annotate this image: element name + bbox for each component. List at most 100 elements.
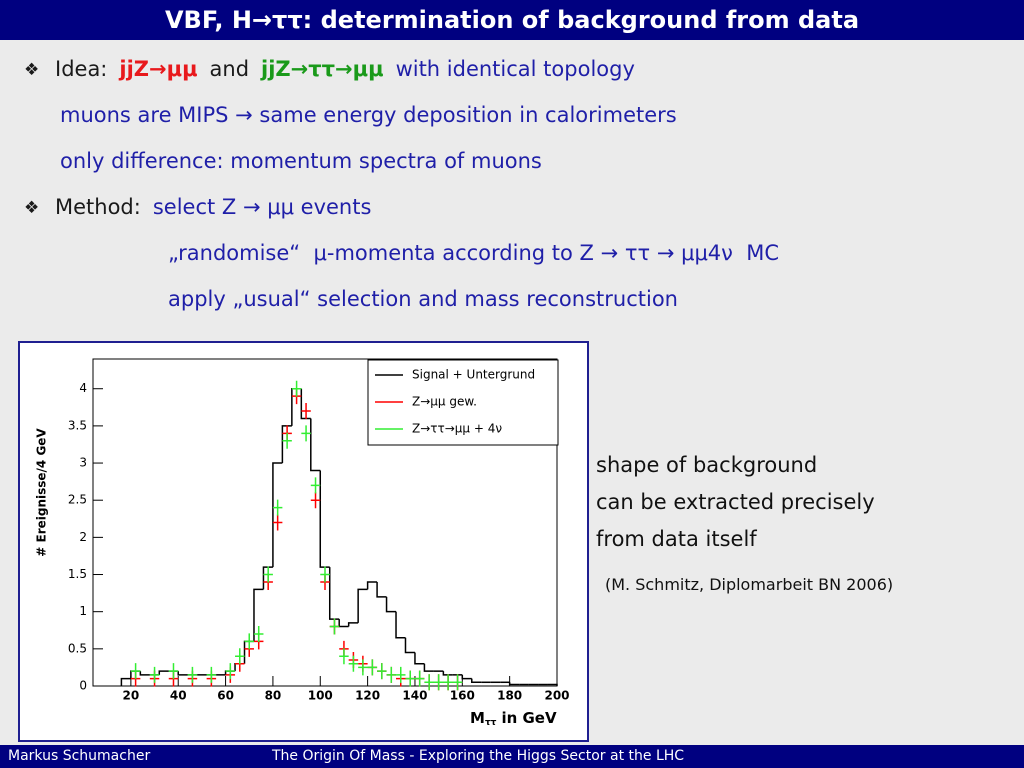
bullet-line: Method: select Z → μμ events xyxy=(55,195,371,219)
data-cross xyxy=(244,633,254,650)
footer: Markus Schumacher The Origin Of Mass - E… xyxy=(0,745,1024,768)
histogram-bin xyxy=(120,677,131,686)
x-tick-label: 80 xyxy=(265,689,282,703)
bullet-text: jjZ→ττ→μμ xyxy=(261,57,384,81)
data-cross xyxy=(443,674,453,691)
histogram-bin xyxy=(319,470,330,568)
data-cross xyxy=(272,514,283,531)
histogram-bin xyxy=(395,611,406,639)
x-tick-label: 140 xyxy=(402,689,427,703)
bullet-text: Method: xyxy=(55,195,141,219)
x-tick-label: 100 xyxy=(308,689,333,703)
data-cross xyxy=(225,663,236,680)
y-tick-label: 4 xyxy=(79,381,87,395)
histogram-bin xyxy=(366,581,378,590)
citation: (M. Schmitz, Diplomarbeit BN 2006) xyxy=(605,575,894,594)
x-tick-label: 120 xyxy=(355,689,380,703)
x-tick-label: 180 xyxy=(497,689,522,703)
data-cross xyxy=(310,477,321,494)
x-tick-label: 160 xyxy=(450,689,475,703)
bullet-text: with identical topology xyxy=(395,57,635,81)
histogram-bin xyxy=(508,682,520,686)
bullet-line: „randomise“ μ-momenta according to Z → τ… xyxy=(168,241,779,265)
y-tick-label: 3 xyxy=(79,456,87,470)
data-cross xyxy=(452,674,463,691)
chart: 0 0.5 1 1.5 2 2.5 3 3.5 4 20 40 60 80 100 120 140 160 180… xyxy=(18,341,589,742)
data-cross xyxy=(358,659,368,676)
x-axis-label-main: M xyxy=(470,709,485,727)
histogram-bin xyxy=(310,418,321,472)
data-cross xyxy=(301,425,311,442)
histogram-bin xyxy=(471,678,482,684)
data-cross xyxy=(386,666,397,683)
histogram-bin xyxy=(461,674,472,680)
data-cross xyxy=(339,648,349,665)
bullet-text: Idea: xyxy=(55,57,108,81)
data-cross xyxy=(405,670,415,687)
bullet-text: apply „usual“ selection and mass reconst… xyxy=(168,287,678,311)
histogram-bin xyxy=(442,671,453,676)
bullet-text: and xyxy=(209,57,250,81)
bullet-text: „randomise“ μ-momenta according to Z → τ… xyxy=(168,241,780,265)
data-cross xyxy=(235,648,245,665)
bullet-line: muons are MIPS → same energy deposition … xyxy=(60,103,677,127)
x-tick-label: 40 xyxy=(170,689,187,703)
x-axis-label-unit: in GeV xyxy=(501,709,557,727)
histogram-bin xyxy=(139,671,150,676)
bullet-marker: ❖ xyxy=(24,198,40,218)
histogram-bin xyxy=(328,567,340,620)
x-axis-label: Mττ in GeV xyxy=(470,709,557,728)
histogram-bin xyxy=(177,671,188,676)
x-tick-label: 200 xyxy=(544,689,569,703)
histogram-bin xyxy=(357,588,368,623)
data-cross xyxy=(320,566,330,583)
footer-author: Markus Schumacher xyxy=(8,748,151,764)
y-tick-label: 2.5 xyxy=(68,493,87,507)
histogram-bin xyxy=(281,425,292,464)
data-cross xyxy=(433,674,444,691)
side-line: can be extracted precisely xyxy=(596,490,875,514)
y-axis-label: # Ereignisse/4 GeV xyxy=(35,428,49,557)
y-tick-label: 0 xyxy=(79,679,87,693)
bullet-line: only difference: momentum spectra of muo… xyxy=(60,149,542,173)
side-line: from data itself xyxy=(596,527,757,551)
histogram-bin xyxy=(423,663,434,672)
data-cross xyxy=(367,659,378,676)
data-cross xyxy=(301,403,311,420)
bullet-text: select Z → μμ events xyxy=(152,195,372,219)
x-axis-label-sub: ττ xyxy=(485,718,497,728)
x-tick-label: 60 xyxy=(217,689,234,703)
histogram-bin xyxy=(547,683,558,686)
slide-title: VBF, H→ττ: determination of background f… xyxy=(0,0,1024,40)
data-cross xyxy=(253,625,264,642)
data-cross xyxy=(424,674,434,691)
histogram-bin xyxy=(347,622,359,627)
side-line: shape of background xyxy=(596,453,818,477)
y-tick-label: 2 xyxy=(79,530,87,544)
bullet-line: Idea: jjZ→μμ and jjZ→ττ→μμ with identical to… xyxy=(55,57,635,81)
data-cross xyxy=(130,663,141,680)
data-cross xyxy=(377,663,387,680)
y-tick-label: 1 xyxy=(79,604,87,618)
legend-label: Z→μμ gew. xyxy=(412,395,477,409)
data-cross xyxy=(310,492,321,509)
data-cross xyxy=(414,670,425,687)
histogram-bin xyxy=(385,596,397,613)
histogram-bin xyxy=(253,588,264,642)
data-cross xyxy=(149,666,160,683)
histogram-bin xyxy=(414,652,425,665)
data-cross xyxy=(396,666,406,683)
legend-label: Z→ττ→μμ + 4ν xyxy=(412,422,502,436)
data-cross xyxy=(187,666,198,683)
data-cross xyxy=(348,655,359,672)
data-cross xyxy=(282,432,292,449)
y-tick-label: 3.5 xyxy=(68,418,87,432)
footer-talk: The Origin Of Mass - Exploring the Higgs… xyxy=(272,748,685,764)
side-text: shape of background can be extracted prec… xyxy=(596,447,875,558)
histogram-bin xyxy=(300,388,311,420)
histogram-bin xyxy=(404,637,415,654)
histogram-bin xyxy=(272,462,283,568)
x-tick-label: 20 xyxy=(123,689,140,703)
data-cross xyxy=(263,566,273,583)
